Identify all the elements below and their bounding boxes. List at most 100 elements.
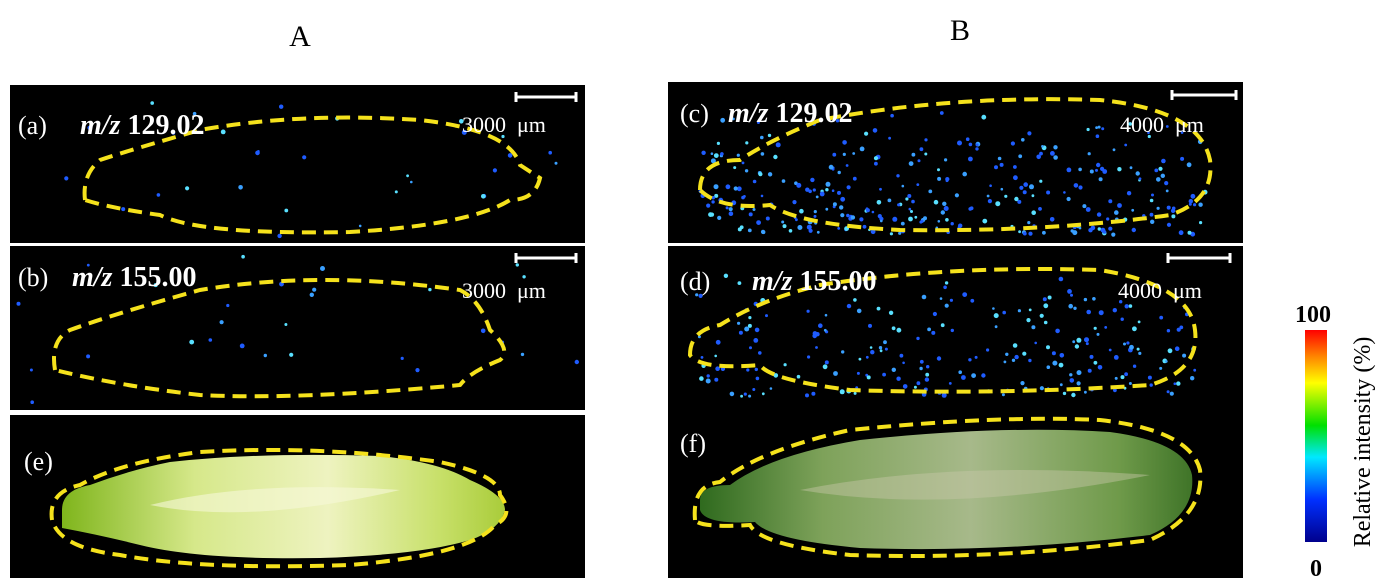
ion-dot xyxy=(1108,227,1112,231)
ion-dot xyxy=(1068,304,1073,309)
ion-dot xyxy=(878,214,882,218)
ion-dot xyxy=(762,392,765,395)
ion-dot xyxy=(860,147,865,152)
ion-dot xyxy=(1182,354,1186,358)
ion-dot xyxy=(910,210,913,213)
ion-dot xyxy=(902,362,905,365)
ion-dot xyxy=(1095,169,1098,172)
ion-dot xyxy=(738,281,742,285)
ion-dot xyxy=(1023,182,1028,187)
ion-dot xyxy=(1161,159,1166,164)
ion-dot xyxy=(825,314,828,317)
ion-dot xyxy=(768,134,771,137)
ion-dot xyxy=(1005,353,1008,356)
ion-dot xyxy=(829,165,834,170)
ion-dot xyxy=(1164,181,1168,185)
ion-prefix: m/z xyxy=(752,266,793,297)
ion-dot xyxy=(1004,195,1007,198)
ion-dot xyxy=(897,203,900,206)
ion-dot xyxy=(820,192,825,197)
ion-dot xyxy=(1013,175,1018,180)
ion-dot xyxy=(761,230,765,234)
panel-label: (c) xyxy=(680,99,709,128)
ion-dot xyxy=(838,171,841,174)
ion-dot xyxy=(782,179,786,183)
ion-dot xyxy=(748,229,752,233)
ion-dot xyxy=(951,329,954,332)
ion-dot xyxy=(1013,343,1018,348)
ion-dot xyxy=(975,356,978,359)
ion-dot xyxy=(846,164,849,167)
ion-dot xyxy=(853,298,857,302)
ion-dot xyxy=(1078,168,1082,172)
ion-dot xyxy=(1041,145,1044,148)
ion-label: m/z 129.02 xyxy=(728,98,852,129)
ion-dot xyxy=(892,217,897,222)
ion-dot xyxy=(1113,308,1117,312)
ion-dot xyxy=(1067,289,1072,294)
ion-dot xyxy=(773,155,777,159)
ion-dot xyxy=(714,355,717,358)
ion-dot xyxy=(1070,294,1073,297)
ion-dot xyxy=(1034,342,1037,345)
ion-dot xyxy=(575,360,579,364)
ion-dot xyxy=(1073,307,1076,310)
ion-dot xyxy=(824,329,827,332)
ion-dot xyxy=(521,353,524,356)
ion-dot xyxy=(981,373,985,377)
ion-dot xyxy=(1179,326,1183,330)
ion-dot xyxy=(867,375,871,379)
ion-dot xyxy=(924,153,927,156)
ion-dot xyxy=(918,159,921,162)
ion-dot xyxy=(857,372,860,375)
ion-dot xyxy=(853,177,857,181)
ion-dot xyxy=(737,154,740,157)
ion-dot xyxy=(1063,392,1066,395)
ion-dot xyxy=(1053,145,1057,149)
ion-dot xyxy=(17,302,21,306)
ion-dot xyxy=(962,172,967,177)
ion-dot xyxy=(774,373,779,378)
ion-dot xyxy=(863,225,867,229)
ion-dot xyxy=(241,255,245,259)
panel-label: (f) xyxy=(680,429,706,458)
ion-dot xyxy=(257,150,260,153)
ion-dot xyxy=(1126,341,1129,344)
ion-dot xyxy=(900,354,904,358)
ion-dot xyxy=(1019,186,1023,190)
ion-dot xyxy=(221,130,226,135)
ion-dot xyxy=(868,324,872,328)
ion-dot xyxy=(1039,180,1042,183)
msi-panel: (d) m/z 155.00 4000 μm xyxy=(668,246,1243,410)
ion-dot xyxy=(1180,157,1184,161)
ion-dot xyxy=(1018,230,1021,233)
ion-dot xyxy=(916,337,919,340)
ion-dot xyxy=(966,137,970,141)
ion-dot xyxy=(920,360,924,364)
ion-dot xyxy=(880,220,883,223)
ion-dot xyxy=(925,377,929,381)
ion-dot xyxy=(955,193,959,197)
ion-dot xyxy=(901,222,905,226)
ion-dot xyxy=(815,346,818,349)
ion-mass: 129.02 xyxy=(775,98,852,129)
ion-dot xyxy=(401,357,404,360)
ion-dot xyxy=(1011,141,1015,145)
ion-dot xyxy=(1036,155,1041,160)
ion-dot xyxy=(1108,199,1112,203)
ion-dot xyxy=(807,310,810,313)
ion-dot xyxy=(548,151,552,155)
ion-dot xyxy=(1082,204,1086,208)
ion-dot xyxy=(1012,359,1015,362)
ion-dot xyxy=(811,392,815,396)
ion-dot xyxy=(902,185,905,188)
ion-dot xyxy=(1189,203,1192,206)
ion-dot xyxy=(761,152,765,156)
ion-dot xyxy=(970,299,974,303)
ion-dot xyxy=(1094,327,1097,330)
ion-dot xyxy=(1132,326,1137,331)
ion-dot xyxy=(1133,365,1136,368)
ion-dot xyxy=(917,381,921,385)
ion-dot xyxy=(1026,318,1030,322)
ion-dot xyxy=(264,354,267,357)
